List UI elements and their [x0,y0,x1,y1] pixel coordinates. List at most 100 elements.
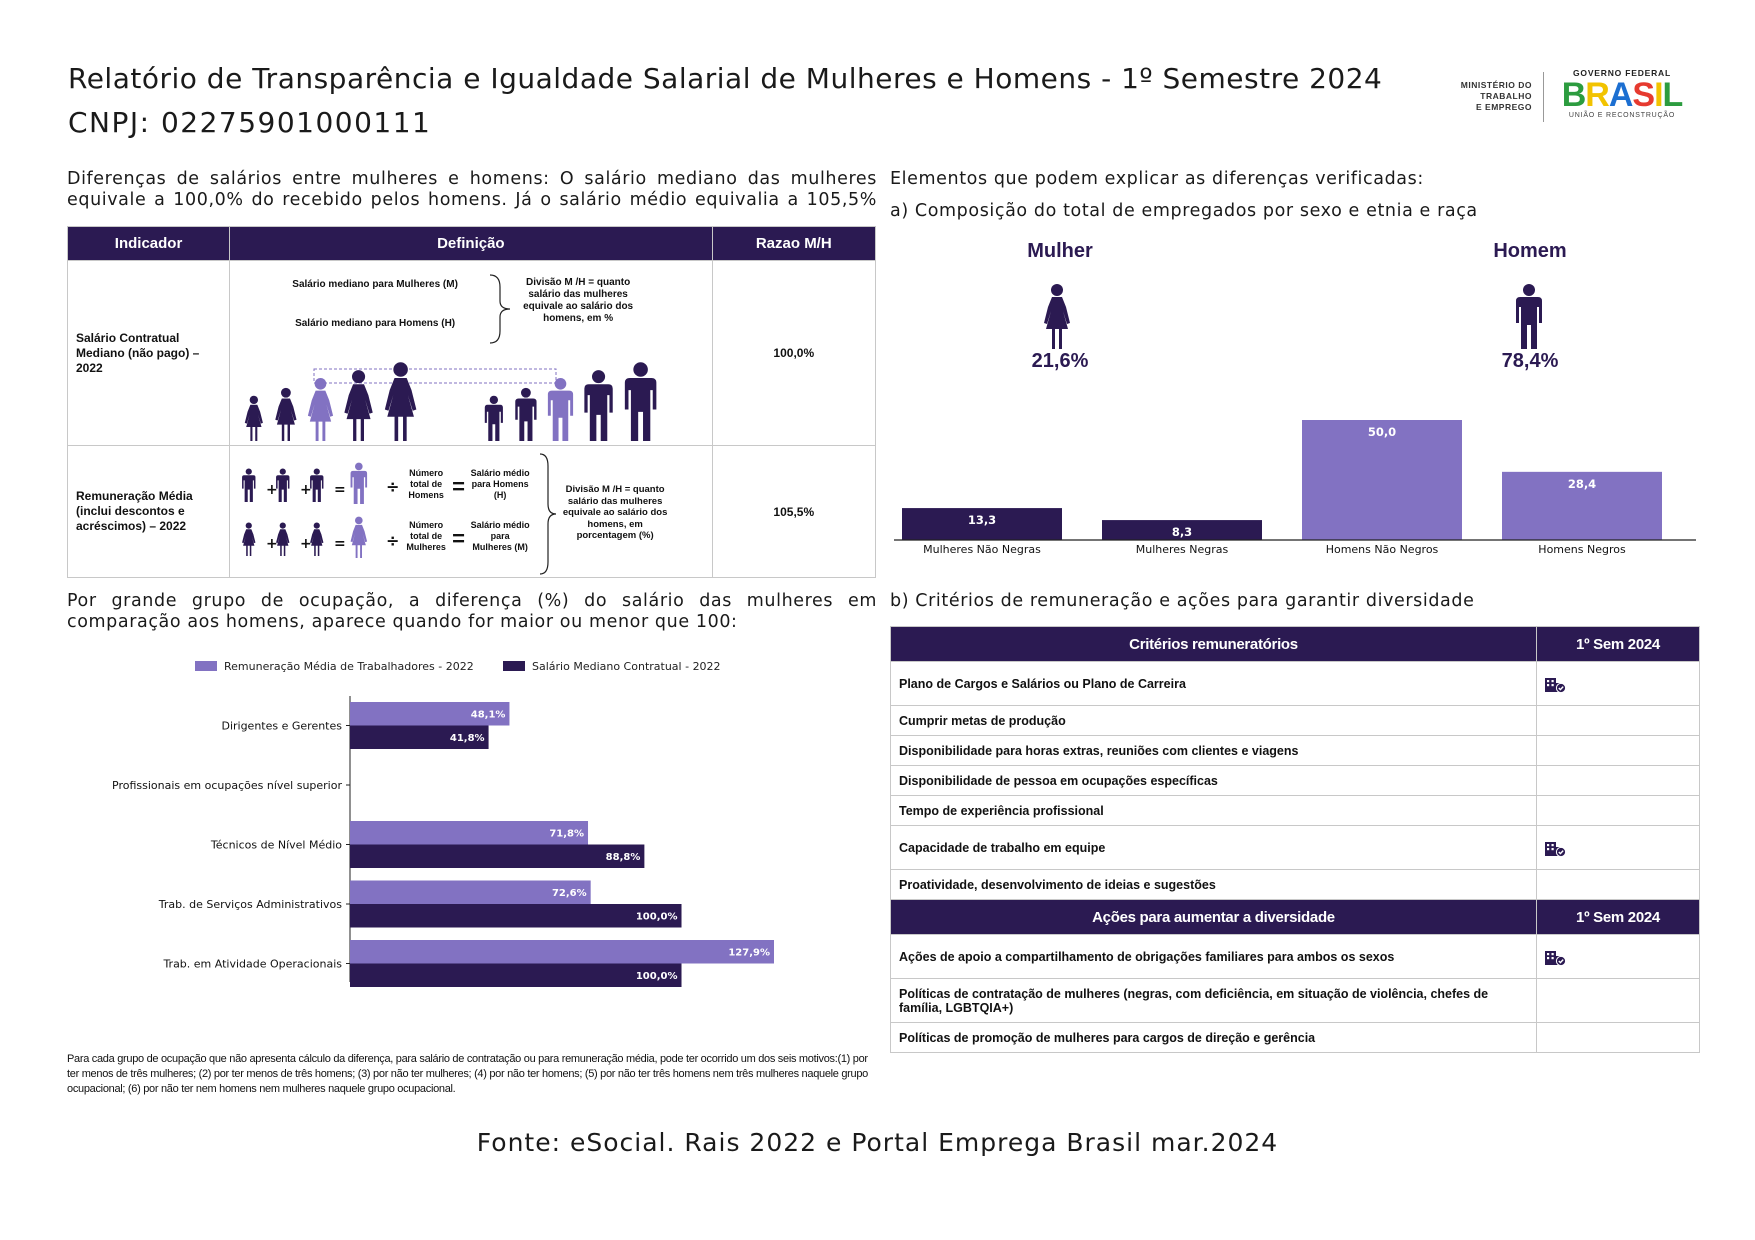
man-icon [242,468,256,502]
ratio-average: 105,5% [711,445,877,578]
bar [1102,520,1262,540]
category-label: Mulheres Negras [1136,543,1229,556]
median-women-label: Salário mediano para Mulheres (M) [292,279,458,290]
bar [350,963,682,987]
brace-icon [540,453,557,575]
bar-value-label: 50,0 [1368,425,1396,439]
criteria-period-header: 1º Sem 2024 [1536,626,1700,662]
man-icon [547,377,574,441]
category-label: Homens Não Negros [1326,543,1439,556]
avg-women-label: Salário médio para Mulheres (M) [470,520,530,552]
woman-icon [344,370,373,441]
bar-value-label: 8,3 [1172,525,1192,539]
criteria-row: Disponibilidade de pessoa em ocupações e… [890,765,1700,796]
actions-period-header: 1º Sem 2024 [1536,899,1700,935]
man-icon [624,362,657,441]
criteria-status [1536,765,1700,796]
criteria-status [1536,661,1700,706]
bar-value-label: 13,3 [968,513,996,527]
man-icon [515,387,537,441]
indicator-table: Indicador Definição Razao M/H Salário Co… [66,226,877,578]
woman-icon [384,362,417,441]
plus-icon: + [266,482,278,498]
bar [350,904,682,928]
criteria-row: Disponibilidade para horas extras, reuni… [890,735,1700,766]
bar [350,844,645,868]
woman-icon [310,522,324,556]
man-icon [310,468,324,502]
action-status [1536,978,1700,1023]
bar-value-label: 41,8% [450,733,485,744]
indicator-median: Salário Contratual Mediano (não pago) – … [66,260,231,446]
building-check-icon [1545,950,1567,966]
woman-icon [307,377,334,441]
woman-icon [1044,284,1070,349]
criteria-label: Plano de Cargos e Salários ou Plano de C… [890,661,1537,706]
category-label: Mulheres Não Negras [923,543,1041,556]
divide-icon: ÷ [386,531,399,550]
category-label: Profissionais em ocupações nível superio… [112,779,342,792]
bar-value-label: 127,9% [728,948,770,959]
avg-men-label: Salário médio para Homens (H) [470,468,530,500]
total-men-label: Número total de Homens [408,468,444,500]
woman-icon [244,395,264,441]
criteria-row: Cumprir metas de produção [890,705,1700,736]
footnote: Para cada grupo de ocupação que não apre… [67,1053,868,1095]
action-status [1536,1022,1700,1053]
action-row: Políticas de promoção de mulheres para c… [890,1022,1700,1053]
bar [350,940,774,964]
ministry-logo: MINISTÉRIO DO TRABALHO E EMPREGO [1440,80,1532,113]
ratio-header: Razao M/H [711,226,877,261]
plus-icon: = [334,482,346,498]
man-icon [276,468,290,502]
definition-header: Definição [229,226,713,261]
woman-icon [242,522,256,556]
building-check-icon [1545,841,1567,857]
action-label: Ações de apoio a compartilhamento de obr… [890,934,1537,979]
category-label: Trab. em Atividade Operacionais [162,958,342,971]
male-label: Homem [1493,240,1567,262]
category-label: Dirigentes e Gerentes [221,720,342,733]
people-icon-group-average: + + = ÷ + + = ÷ [242,462,400,558]
man-icon [1516,284,1542,349]
criteria-row: Plano de Cargos e Salários ou Plano de C… [890,661,1700,706]
equals-icon: = [452,526,465,551]
bar [350,725,489,749]
bar-value-label: 71,8% [549,829,584,840]
table-row-median: Salário Contratual Mediano (não pago) – … [66,260,877,446]
criteria-status [1536,735,1700,766]
bar-value-label: 28,4 [1568,477,1596,491]
action-label: Políticas de contratação de mulheres (ne… [890,978,1537,1023]
female-label: Mulher [1027,240,1093,262]
category-label: Técnicos de Nível Médio [210,839,342,852]
brasil-logo-word: BRASIL [1561,76,1684,114]
bar-value-label: 48,1% [471,710,506,721]
brasil-logo-bottom: UNIÃO E RECONSTRUÇÃO [1568,112,1676,119]
legend-label: Salário Mediano Contratual - 2022 [532,660,721,673]
people-icon-group-median [244,362,657,441]
criteria-row: Capacidade de trabalho em equipe [890,825,1700,870]
criteria-label: Tempo de experiência profissional [890,795,1537,826]
criteria-label: Cumprir metas de produção [890,705,1537,736]
source-note: Fonte: eSocial. Rais 2022 e Portal Empre… [476,1128,1279,1157]
action-row: Ações de apoio a compartilhamento de obr… [890,934,1700,979]
bar [902,508,1062,540]
section-a-title: a) Composição do total de empregados por… [890,201,1478,221]
section-b-title: b) Critérios de remuneração e ações para… [890,591,1475,611]
criteria-row: Tempo de experiência profissional [890,795,1700,826]
criteria-label: Capacidade de trabalho em equipe [890,825,1537,870]
criteria-status [1536,795,1700,826]
criteria-status [1536,705,1700,736]
plus-icon: + [300,536,312,552]
man-icon [484,395,504,441]
bar [350,702,510,726]
salary-difference-intro: Diferenças de salários entre mulheres e … [67,169,877,210]
female-percent: 21,6% [1031,350,1089,372]
woman-icon [276,522,290,556]
man-icon [584,370,613,441]
criteria-label: Disponibilidade de pessoa em ocupações e… [890,765,1537,796]
bar-value-label: 100,0% [636,912,678,923]
divide-icon: ÷ [386,477,399,496]
bar [1502,471,1662,540]
criteria-label: Disponibilidade para horas extras, reuni… [890,735,1537,766]
